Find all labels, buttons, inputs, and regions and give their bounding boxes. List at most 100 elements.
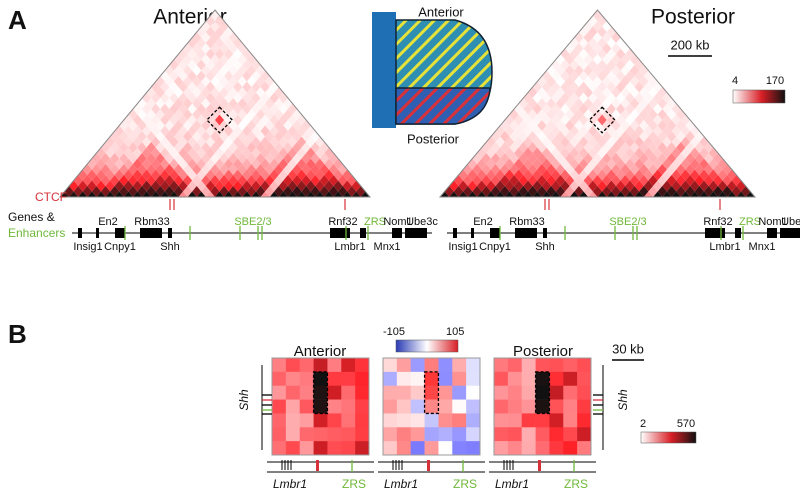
contact-cell [178, 158, 188, 170]
contact-cell [535, 427, 550, 442]
contact-cell [597, 169, 607, 181]
contact-cell [438, 427, 453, 442]
contact-cell [574, 153, 584, 164]
contact-cell [242, 136, 252, 148]
contact-cell [210, 10, 220, 21]
map-outline [58, 9, 372, 198]
contact-cell [210, 87, 220, 98]
contact-cell [137, 120, 147, 131]
contact-cell [535, 371, 550, 387]
gene-box [168, 228, 172, 238]
contact-cell [313, 441, 328, 456]
contact-cell [463, 175, 473, 186]
gene-label: ZRS [739, 216, 761, 228]
gene-label: Lmbr1 [334, 241, 365, 253]
contact-cell [278, 125, 288, 137]
contact-cell [410, 427, 425, 442]
contact-cell [327, 358, 342, 373]
contact-cell [151, 158, 161, 170]
contact-cell [507, 441, 523, 456]
contact-cell [192, 142, 202, 153]
contact-cell [201, 65, 211, 76]
contact-cell [606, 26, 617, 38]
contact-cell [201, 175, 211, 186]
contact-cell [228, 109, 238, 120]
contact-cell [490, 153, 501, 164]
contact-cell [219, 43, 229, 54]
contact-cell [731, 186, 742, 197]
contact-cell [383, 427, 398, 442]
highlight-box [534, 371, 551, 415]
contact-cell [625, 136, 635, 148]
colorbar-label: 2 [640, 418, 646, 430]
contact-cell [132, 114, 143, 126]
contact-cell [313, 385, 328, 400]
contact-cell [518, 131, 529, 142]
contact-cell [481, 142, 491, 153]
contact-cell [285, 399, 301, 414]
contact-cell [228, 32, 238, 43]
contact-cell [597, 59, 607, 71]
contact-cell [128, 164, 138, 175]
contact-cell [164, 131, 174, 142]
contact-cell [577, 399, 592, 414]
contact-map [58, 9, 372, 198]
contact-cell [110, 153, 120, 164]
contact-cell [123, 191, 133, 197]
contact-cell [518, 186, 529, 197]
contact-cell [438, 441, 453, 456]
contact-cell [233, 125, 243, 137]
contact-cell [490, 142, 501, 153]
contact-cell [653, 103, 663, 115]
contact-cell [173, 120, 184, 131]
contact-cell [132, 158, 143, 170]
contact-cell [123, 147, 133, 159]
contact-cell [577, 413, 592, 428]
contact-cell [219, 65, 229, 76]
contact-cell [137, 164, 147, 175]
contact-cell [201, 142, 211, 153]
contact-cell [215, 70, 225, 82]
contact-cell [625, 92, 635, 104]
contact-cell [676, 142, 686, 153]
contact-cell [210, 21, 220, 32]
contact-cell [151, 136, 161, 148]
contact-cell [676, 131, 686, 142]
contact-cell [574, 65, 584, 76]
contact-cell [146, 120, 156, 131]
map-outline [271, 357, 370, 456]
contact-cell [110, 164, 120, 175]
contact-cell [500, 120, 510, 131]
contact-cell [251, 158, 261, 170]
contact-cell [224, 136, 234, 148]
colorbar-label: 170 [766, 75, 784, 87]
contact-cell [319, 153, 329, 164]
contact-cell [606, 37, 617, 49]
gene-label: Mnx1 [374, 241, 401, 253]
contact-cell [187, 191, 197, 197]
contact-cell [424, 427, 439, 442]
contact-cell [597, 114, 607, 126]
gene-label: Rbm33 [509, 216, 544, 228]
cells [440, 10, 755, 197]
contact-cell [410, 399, 425, 414]
contact-cell [224, 125, 234, 137]
contact-cell [546, 153, 556, 164]
contact-cell [555, 76, 566, 87]
contact-cell [160, 70, 170, 82]
contact-cell [164, 153, 174, 164]
schematic-label: Anterior [418, 4, 464, 19]
contact-cell [643, 114, 654, 126]
contact-cell [215, 103, 225, 115]
contact-cell [467, 158, 478, 170]
contact-cell [187, 70, 197, 82]
contact-cell [142, 169, 152, 181]
map-title: Posterior [651, 6, 735, 29]
contact-cell [210, 98, 220, 109]
contact-cell [310, 186, 320, 197]
highlight-box [205, 106, 234, 134]
contact-cell [183, 153, 193, 164]
contact-cell [210, 32, 220, 43]
contact-cell [301, 142, 311, 153]
contact-cell [583, 43, 593, 54]
